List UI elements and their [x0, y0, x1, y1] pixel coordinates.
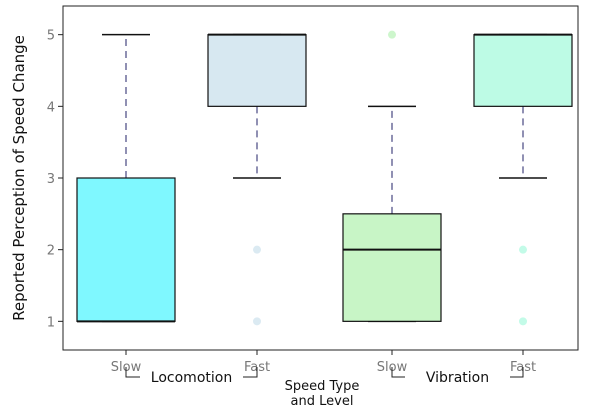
- x-axis-title-line1: Speed Type: [285, 379, 360, 394]
- group-bracket-right: [243, 367, 258, 378]
- outlier-point: [253, 317, 261, 326]
- group-bracket-right: [510, 367, 524, 378]
- y-tick-label: 4: [47, 100, 55, 115]
- x-axis-title-line2: and Level: [291, 394, 354, 409]
- y-axis-title: Reported Perception of Speed Change: [10, 35, 28, 321]
- outlier-point: [519, 317, 527, 326]
- box-body: [473, 34, 573, 107]
- box-body: [207, 34, 307, 107]
- y-tick-label: 2: [47, 244, 55, 259]
- y-tick-label: 1: [47, 315, 55, 330]
- outlier-point: [253, 245, 261, 254]
- plot-frame: [62, 5, 579, 351]
- group-label: Locomotion: [151, 370, 232, 386]
- group-bracket-left: [391, 367, 405, 378]
- group-label: Vibration: [426, 370, 489, 386]
- y-tick-label: 3: [47, 172, 55, 187]
- outlier-point: [388, 30, 396, 39]
- outlier-point: [519, 245, 527, 254]
- box-body: [342, 213, 442, 322]
- box-body: [76, 177, 176, 322]
- group-bracket-left: [125, 367, 140, 378]
- y-tick-label: 5: [47, 29, 55, 44]
